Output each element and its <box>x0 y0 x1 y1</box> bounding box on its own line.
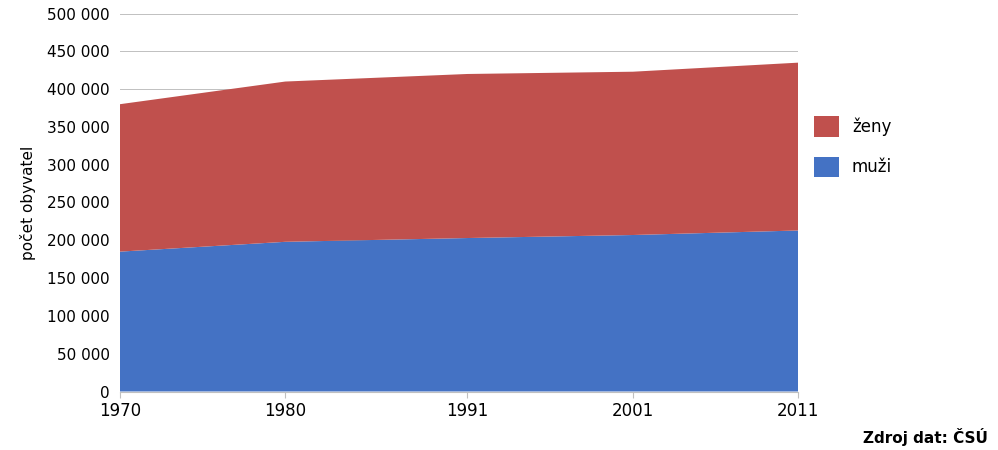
Text: Zdroj dat: ČSÚ: Zdroj dat: ČSÚ <box>863 428 988 446</box>
Legend: ženy, muži: ženy, muži <box>813 117 892 177</box>
Y-axis label: počet obyvatel: počet obyvatel <box>20 145 36 260</box>
